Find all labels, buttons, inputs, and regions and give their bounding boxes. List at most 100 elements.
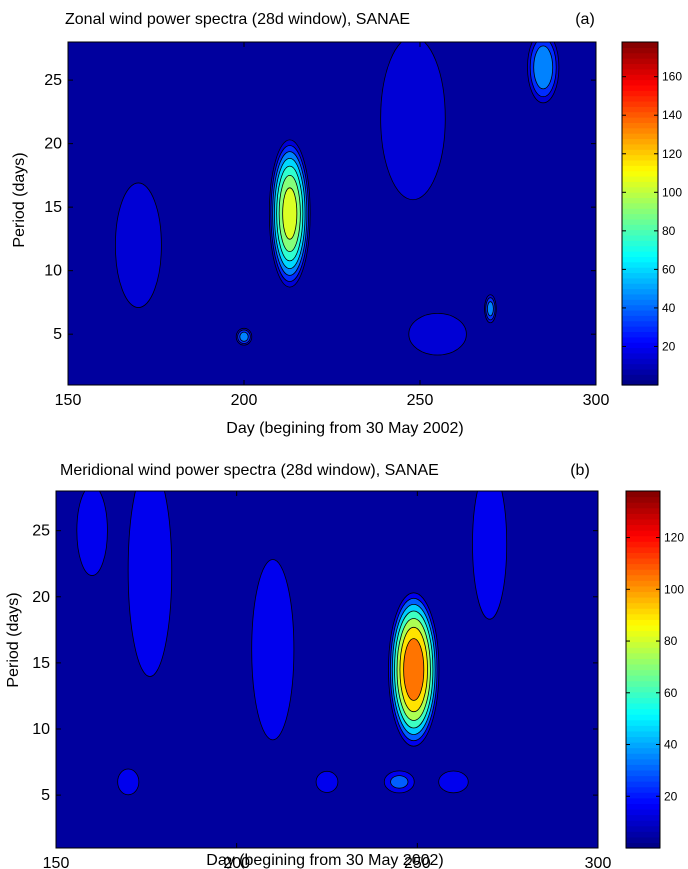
- colorbar-swatch: [622, 127, 658, 134]
- colorbar-tick-label: 120: [664, 531, 684, 545]
- colorbar-swatch: [626, 535, 660, 542]
- colorbar-tick-label: 100: [662, 185, 682, 199]
- colorbar-swatch: [622, 138, 658, 145]
- colorbar-swatch: [626, 524, 660, 531]
- colorbar-swatch: [626, 769, 660, 777]
- y-tick-label: 15: [32, 655, 50, 672]
- colorbar-swatch: [626, 507, 660, 514]
- y-tick-label: 25: [32, 523, 50, 540]
- x-tick-labels: 150 200 250 300: [55, 42, 609, 409]
- y-tick-label: 15: [44, 199, 62, 216]
- colorbar-swatch: [626, 825, 660, 832]
- colorbar-swatch: [626, 675, 660, 682]
- contour-field: [56, 491, 598, 848]
- colorbar-swatch: [622, 347, 658, 354]
- colorbar-swatch: [626, 808, 660, 816]
- colorbar-swatch: [622, 352, 658, 359]
- colorbar-swatch: [622, 299, 658, 306]
- colorbar-swatch: [626, 781, 660, 788]
- colorbar-swatch: [626, 803, 660, 810]
- contour-level-peak-6-1: [315, 770, 339, 793]
- colorbar-tick-label: 60: [662, 262, 676, 276]
- colorbar-swatch: [622, 186, 658, 193]
- colorbar-swatch: [622, 170, 658, 177]
- y-tick-label: 25: [44, 72, 62, 89]
- colorbar-swatch: [626, 580, 660, 587]
- colorbar-swatch: [622, 133, 658, 140]
- panel-label: (b): [570, 462, 590, 479]
- colorbar-swatch: [626, 563, 660, 570]
- colorbar-swatch: [622, 251, 658, 257]
- colorbar-swatch: [622, 117, 658, 123]
- colorbar-tick-label: 60: [664, 686, 678, 700]
- colorbar-swatch: [626, 663, 660, 671]
- contour-plot-area: [55, 490, 599, 849]
- contour-level-peak-8-2: [390, 775, 409, 789]
- colorbar-swatch: [626, 758, 660, 765]
- colorbar-swatch: [626, 719, 660, 726]
- colorbar-swatch: [626, 647, 660, 654]
- x-tick-label: 150: [55, 392, 82, 409]
- x-tick-label: 300: [585, 855, 612, 869]
- axes-frame: [55, 490, 599, 849]
- colorbar-swatch: [626, 814, 660, 821]
- colorbar-swatch: [622, 256, 658, 263]
- colorbar-swatch: [622, 304, 658, 311]
- colorbar-swatch: [622, 159, 658, 166]
- colorbar-swatch: [622, 288, 658, 295]
- contour-level-peak-2-1: [251, 559, 295, 741]
- colorbar-swatch: [626, 613, 660, 620]
- colorbar-swatch: [626, 585, 660, 593]
- colorbar-swatch: [626, 658, 660, 665]
- colorbar-swatch: [622, 218, 658, 225]
- y-tick-label: 5: [41, 787, 50, 804]
- colorbar-swatch: [626, 591, 660, 598]
- colorbar-swatch: [622, 326, 658, 333]
- colorbar-swatch: [622, 272, 658, 279]
- colorbar-swatch: [626, 502, 660, 509]
- chart-title: Zonal wind power spectra (28d window), S…: [65, 11, 410, 28]
- y-tick-labels: 5 10 15 20 25: [32, 523, 598, 804]
- colorbar-swatch: [622, 208, 658, 215]
- colorbar-swatch: [626, 636, 660, 643]
- y-tick-label: 20: [44, 136, 62, 153]
- colorbar-swatch: [626, 747, 660, 754]
- colorbar-tick-label: 80: [662, 224, 676, 238]
- colorbar-swatch: [626, 513, 660, 520]
- colorbar-swatch: [626, 764, 660, 771]
- colorbar-swatch: [626, 742, 660, 749]
- colorbar-frame: [625, 490, 661, 849]
- colorbar-swatch: [626, 602, 660, 609]
- contour-level-peak-4-3: [239, 331, 249, 342]
- colorbar-swatch: [626, 552, 660, 559]
- colorbar-tick-label: 120: [662, 147, 682, 161]
- colorbar-swatch: [622, 68, 658, 75]
- colorbar-swatch: [622, 267, 658, 274]
- colorbar-swatch: [626, 831, 660, 838]
- contour-level-peak-6-1: [408, 312, 467, 356]
- y-tick-label: 20: [32, 589, 50, 606]
- colorbar-swatch: [622, 315, 658, 322]
- x-tick-label: 200: [231, 392, 258, 409]
- colorbar-swatch: [622, 229, 658, 236]
- colorbar-swatch: [622, 84, 658, 91]
- colorbar-tick-label: 140: [662, 108, 682, 122]
- colorbar-swatch: [622, 95, 658, 102]
- colorbar-swatch: [622, 331, 658, 338]
- colorbar-swatch: [626, 624, 660, 632]
- x-axis-label: Day (begining from 30 May 2002): [226, 420, 463, 437]
- colorbar-swatch: [626, 546, 660, 553]
- contour-level-peak-0-7: [403, 638, 425, 701]
- colorbar-swatch: [622, 90, 658, 97]
- axes-frame: [67, 41, 597, 386]
- colorbar-swatch: [622, 320, 658, 327]
- colorbar-swatch: [626, 792, 660, 799]
- colorbar-swatch: [626, 786, 660, 793]
- colorbar-swatch: [622, 154, 658, 161]
- colorbar-swatch: [626, 691, 660, 698]
- colorbar-swatch: [622, 42, 658, 48]
- contour-level-peak-5-3: [486, 301, 494, 317]
- colorbar-swatch: [622, 197, 658, 204]
- colorbar-swatch: [622, 63, 658, 70]
